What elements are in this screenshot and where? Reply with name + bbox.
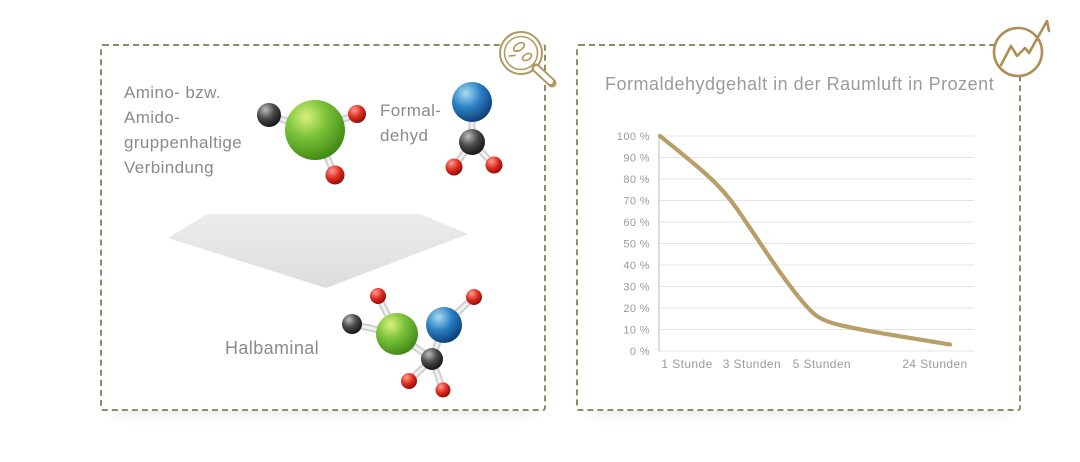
- product-label: Halbaminal: [225, 338, 320, 358]
- black-atom: [342, 314, 362, 334]
- reaction-arrow-down: [168, 214, 468, 288]
- y-tick-label: 40 %: [623, 260, 650, 272]
- black-atom: [459, 129, 485, 155]
- chart-title: Formaldehydgehalt in der Raumluft in Pro…: [605, 74, 995, 94]
- y-tick-label: 70 %: [623, 196, 650, 208]
- red-atom: [401, 373, 417, 389]
- y-tick-label: 10 %: [623, 325, 650, 337]
- line-chart: 100 % 90 % 80 % 70 % 60 % 50 % 40 % 30 % 20 % 10 …: [617, 131, 974, 371]
- reactant-label-line: gruppenhaltige: [124, 133, 243, 152]
- formaldehyde-label-line: Formal-: [380, 101, 442, 120]
- black-atom: [257, 103, 281, 127]
- y-tick-label: 80 %: [623, 174, 650, 186]
- red-atom: [348, 105, 366, 123]
- chart-panel: Formaldehydgehalt in der Raumluft in Pro…: [576, 44, 1021, 411]
- blue-atom: [426, 307, 462, 343]
- formaldehyde-label: Formal- dehyd: [380, 98, 441, 148]
- y-tick-label: 30 %: [623, 282, 650, 294]
- y-tick-label: 100 %: [617, 131, 650, 143]
- reactant-label-line: Amino- bzw.: [124, 83, 221, 102]
- y-tick-label: 90 %: [623, 153, 650, 165]
- reactant-label: Amino- bzw. Amido- gruppenhaltige Verbin…: [124, 80, 242, 180]
- red-atom: [435, 382, 451, 398]
- formaldehyde-molecule: [445, 82, 503, 176]
- y-tick-label: 50 %: [623, 239, 650, 251]
- y-tick-label: 20 %: [623, 303, 650, 315]
- x-tick-label: 5 Stunden: [793, 357, 851, 371]
- amino-compound-molecule: [257, 100, 366, 185]
- reaction-graphic: [168, 82, 503, 398]
- y-tick-label: 0 %: [630, 346, 650, 358]
- black-atom: [421, 348, 443, 370]
- halbaminal-molecule: [342, 288, 482, 398]
- red-atom: [445, 158, 463, 176]
- trend-chart-icon: [992, 19, 1051, 78]
- green-atom: [376, 313, 418, 355]
- red-atom: [485, 156, 503, 174]
- x-tick-label: 3 Stunden: [723, 357, 781, 371]
- green-atom: [285, 100, 345, 160]
- x-tick-label: 24 Stunden: [902, 357, 967, 371]
- reaction-panel: Amino- bzw. Amido- gruppenhaltige Verbin…: [100, 44, 546, 411]
- red-atom: [370, 288, 386, 304]
- reactant-label-line: Amido-: [124, 108, 181, 127]
- reactant-label-line: Verbindung: [124, 158, 215, 177]
- chart-line: [657, 133, 953, 347]
- red-atom: [466, 289, 482, 305]
- blue-atom: [452, 82, 492, 122]
- y-tick-label: 60 %: [623, 217, 650, 229]
- formaldehyde-label-line: dehyd: [380, 126, 429, 145]
- molecule-blobs-icon: [508, 41, 533, 62]
- magnifier-molecules-icon: [499, 31, 557, 88]
- x-tick-label: 1 Stunde: [661, 357, 712, 371]
- red-atom: [325, 165, 345, 185]
